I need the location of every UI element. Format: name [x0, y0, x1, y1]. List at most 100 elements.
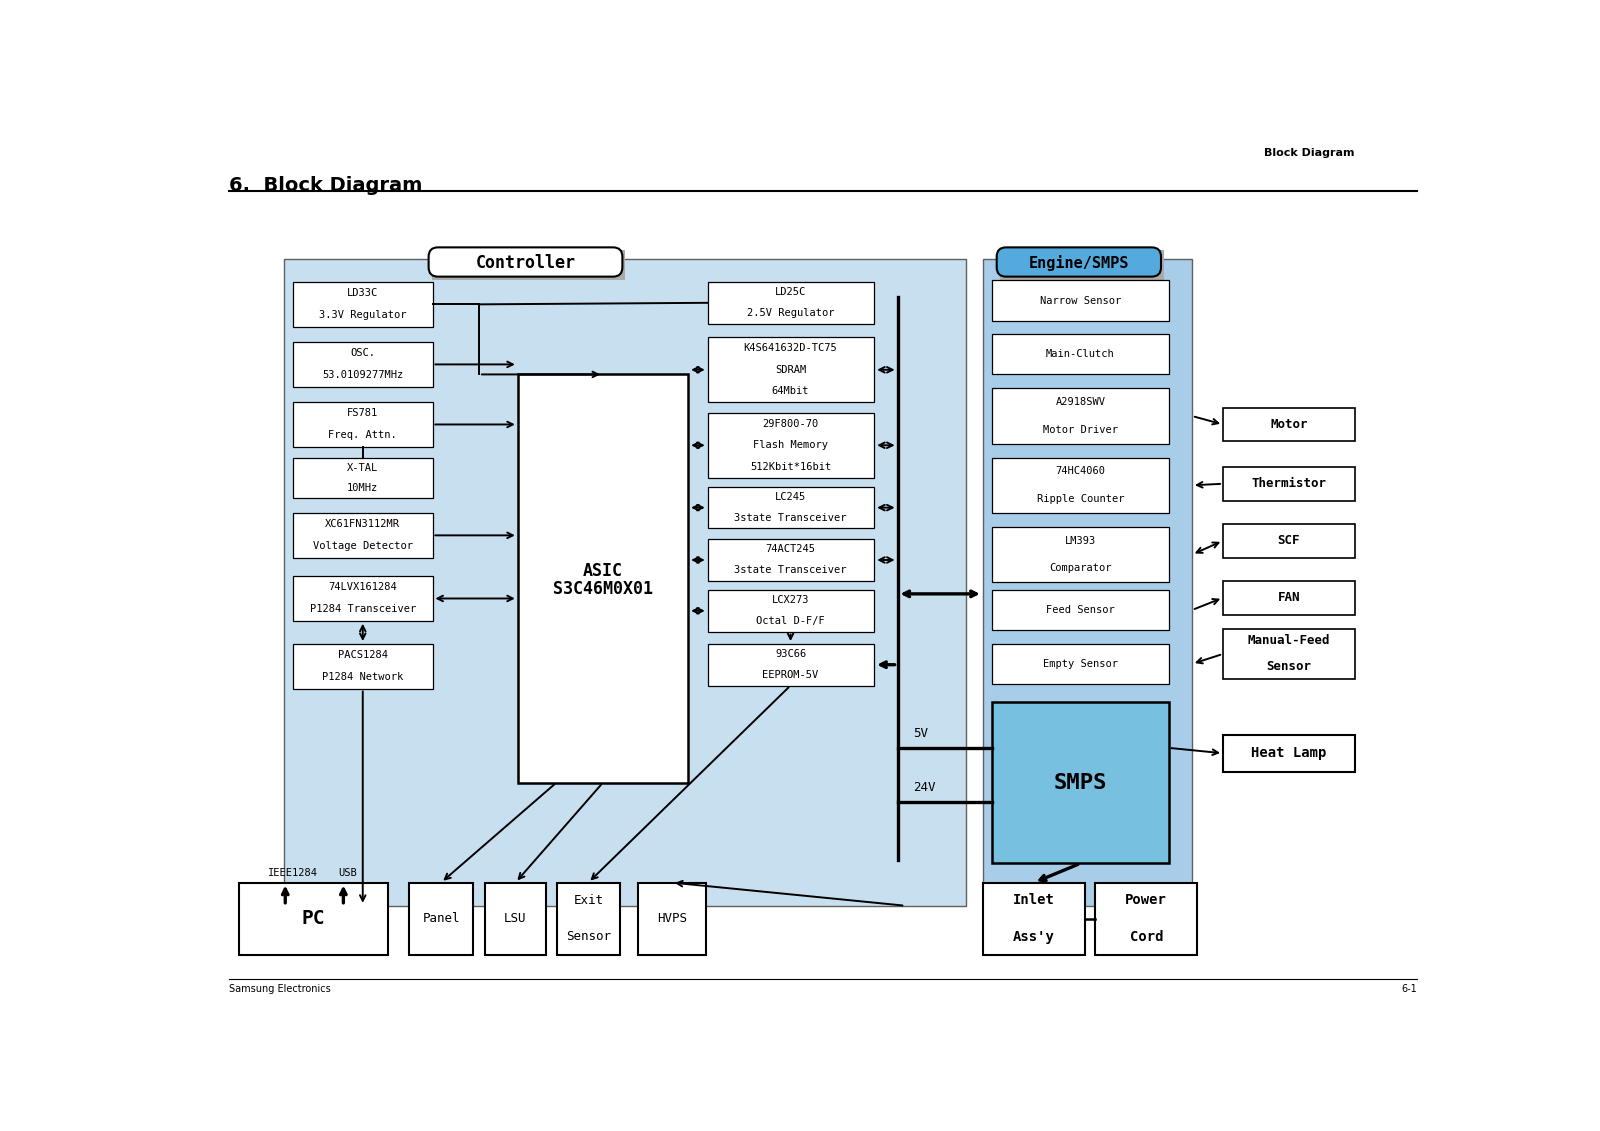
- Bar: [557, 882, 621, 955]
- Bar: [982, 259, 1192, 906]
- Text: P1284 Transceiver: P1284 Transceiver: [310, 604, 416, 614]
- Bar: [1222, 467, 1355, 501]
- Text: XC61FN3112MR: XC61FN3112MR: [325, 519, 400, 529]
- Bar: [707, 413, 874, 477]
- Text: 3state Transceiver: 3state Transceiver: [734, 566, 846, 575]
- Bar: [707, 282, 874, 323]
- Text: 5V: 5V: [914, 727, 928, 740]
- Bar: [238, 882, 387, 955]
- Text: LSU: LSU: [504, 913, 526, 925]
- Text: Panel: Panel: [422, 913, 459, 925]
- Text: P1284 Network: P1284 Network: [322, 672, 403, 682]
- Bar: [410, 882, 474, 955]
- Bar: [293, 644, 432, 689]
- Bar: [293, 458, 432, 498]
- Text: Sensor: Sensor: [1266, 659, 1312, 673]
- Text: 64Mbit: 64Mbit: [771, 387, 810, 396]
- Bar: [432, 250, 626, 279]
- Bar: [1000, 250, 1165, 279]
- Text: Sensor: Sensor: [566, 930, 611, 943]
- Text: 74HC4060: 74HC4060: [1056, 466, 1106, 476]
- Text: Exit: Exit: [573, 893, 603, 907]
- Text: USB: USB: [338, 869, 357, 879]
- Text: 74LVX161284: 74LVX161284: [328, 582, 397, 592]
- Text: SMPS: SMPS: [1054, 772, 1107, 793]
- Text: Octal D-F/F: Octal D-F/F: [757, 615, 826, 625]
- Text: LC245: LC245: [774, 492, 806, 502]
- Text: 3state Transceiver: 3state Transceiver: [734, 512, 846, 523]
- Text: K4S641632D-TC75: K4S641632D-TC75: [744, 343, 837, 353]
- Text: HVPS: HVPS: [658, 913, 686, 925]
- Bar: [293, 342, 432, 387]
- Text: Power: Power: [1125, 893, 1168, 907]
- Bar: [707, 644, 874, 685]
- Bar: [283, 259, 966, 906]
- Bar: [992, 590, 1168, 630]
- Bar: [707, 337, 874, 403]
- Bar: [982, 882, 1085, 955]
- Text: FS781: FS781: [347, 408, 378, 418]
- FancyBboxPatch shape: [429, 248, 622, 277]
- Text: SDRAM: SDRAM: [774, 365, 806, 374]
- Text: Inlet: Inlet: [1013, 893, 1054, 907]
- Bar: [1222, 629, 1355, 680]
- Bar: [992, 388, 1168, 443]
- Text: Thermistor: Thermistor: [1251, 477, 1326, 490]
- Text: FAN: FAN: [1278, 592, 1301, 604]
- Bar: [1222, 735, 1355, 771]
- Text: Engine/SMPS: Engine/SMPS: [1029, 254, 1130, 270]
- Bar: [293, 282, 432, 327]
- Text: SCF: SCF: [1278, 534, 1301, 547]
- Text: Manual-Feed: Manual-Feed: [1248, 634, 1330, 647]
- Text: 6-1: 6-1: [1402, 984, 1416, 994]
- Bar: [1222, 407, 1355, 441]
- Bar: [707, 590, 874, 631]
- Bar: [992, 335, 1168, 374]
- Text: Narrow Sensor: Narrow Sensor: [1040, 295, 1122, 305]
- Text: Motor Driver: Motor Driver: [1043, 425, 1118, 434]
- Bar: [707, 539, 874, 581]
- Text: Flash Memory: Flash Memory: [754, 440, 829, 450]
- Text: Cord: Cord: [1130, 930, 1163, 943]
- Text: Comparator: Comparator: [1050, 563, 1112, 573]
- Text: 29F800-70: 29F800-70: [763, 418, 819, 429]
- Text: S3C46M0X01: S3C46M0X01: [554, 580, 653, 598]
- Text: Voltage Detector: Voltage Detector: [312, 541, 413, 551]
- Text: Ripple Counter: Ripple Counter: [1037, 494, 1125, 504]
- Text: Main-Clutch: Main-Clutch: [1046, 349, 1115, 360]
- Bar: [1222, 581, 1355, 614]
- Text: 512Kbit*16bit: 512Kbit*16bit: [750, 461, 830, 472]
- Text: PACS1284: PACS1284: [338, 649, 387, 659]
- Bar: [992, 701, 1168, 863]
- Text: Ass'y: Ass'y: [1013, 930, 1054, 943]
- Text: Freq. Attn.: Freq. Attn.: [328, 430, 397, 440]
- Text: ASIC: ASIC: [582, 562, 622, 580]
- Bar: [638, 882, 706, 955]
- Text: 74ACT245: 74ACT245: [765, 544, 816, 554]
- Bar: [1222, 524, 1355, 558]
- FancyBboxPatch shape: [997, 248, 1162, 277]
- Text: LD25C: LD25C: [774, 287, 806, 297]
- Text: LCX273: LCX273: [771, 595, 810, 605]
- Bar: [485, 882, 546, 955]
- Text: X-TAL: X-TAL: [347, 463, 378, 473]
- Text: 2.5V Regulator: 2.5V Regulator: [747, 308, 834, 318]
- Bar: [293, 403, 432, 447]
- Text: Controller: Controller: [475, 253, 576, 271]
- Bar: [293, 576, 432, 621]
- Bar: [992, 527, 1168, 582]
- Bar: [293, 513, 432, 558]
- Bar: [707, 486, 874, 528]
- Text: LD33C: LD33C: [347, 287, 378, 297]
- Text: OSC.: OSC.: [350, 348, 376, 357]
- Text: A2918SWV: A2918SWV: [1056, 397, 1106, 407]
- Bar: [992, 458, 1168, 513]
- Text: Heat Lamp: Heat Lamp: [1251, 746, 1326, 760]
- Text: 10MHz: 10MHz: [347, 483, 378, 493]
- Bar: [518, 374, 688, 783]
- Text: 6.  Block Diagram: 6. Block Diagram: [229, 175, 422, 195]
- Text: EEPROM-5V: EEPROM-5V: [763, 670, 819, 680]
- Text: Empty Sensor: Empty Sensor: [1043, 659, 1118, 668]
- Text: LM393: LM393: [1064, 536, 1096, 546]
- Text: 24V: 24V: [914, 782, 936, 794]
